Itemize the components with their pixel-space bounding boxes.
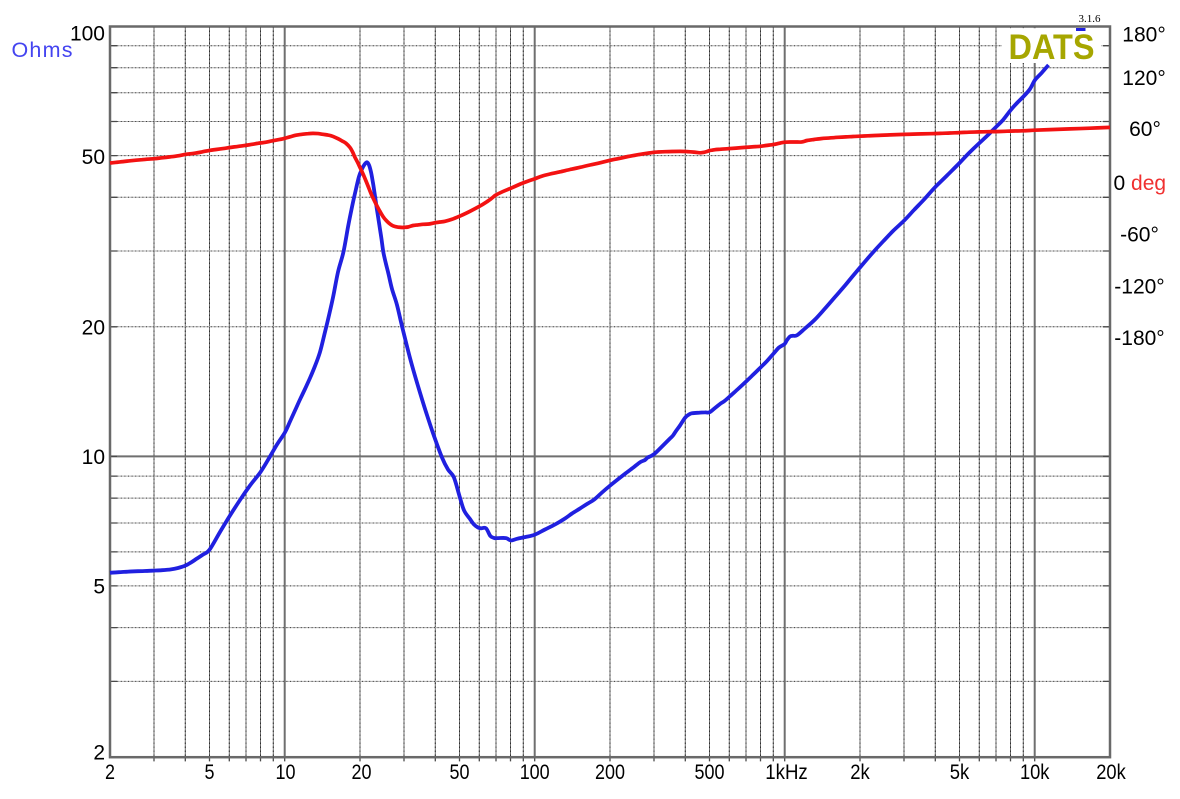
svg-text:10: 10 — [276, 761, 296, 784]
svg-text:50: 50 — [450, 761, 470, 784]
svg-text:2: 2 — [93, 742, 105, 765]
svg-text:Ohms: Ohms — [12, 38, 74, 62]
svg-text:500: 500 — [695, 761, 725, 784]
svg-text:20: 20 — [352, 761, 372, 784]
svg-text:-120°: -120° — [1114, 276, 1164, 299]
svg-text:DATS: DATS — [1009, 27, 1095, 67]
svg-text:5: 5 — [205, 761, 215, 784]
svg-text:100: 100 — [70, 23, 105, 46]
svg-text:10k: 10k — [1020, 761, 1050, 784]
svg-text:20: 20 — [82, 317, 105, 340]
svg-text:5: 5 — [93, 576, 105, 599]
svg-text:120°: 120° — [1122, 67, 1165, 90]
svg-text:2: 2 — [105, 761, 115, 784]
svg-text:1kHz: 1kHz — [765, 761, 808, 784]
svg-text:2k: 2k — [850, 761, 870, 784]
svg-text:-180°: -180° — [1114, 327, 1164, 350]
svg-text:60°: 60° — [1129, 118, 1161, 141]
svg-text:200: 200 — [595, 761, 625, 784]
svg-text:0 deg: 0 deg — [1114, 172, 1167, 195]
svg-text:10: 10 — [82, 446, 105, 469]
svg-text:50: 50 — [82, 146, 105, 169]
svg-text:100: 100 — [520, 761, 550, 784]
svg-text:20k: 20k — [1096, 761, 1126, 784]
svg-text:180°: 180° — [1122, 24, 1165, 47]
svg-text:5k: 5k — [950, 761, 970, 784]
svg-text:-60°: -60° — [1120, 223, 1159, 246]
svg-text:3.1.6: 3.1.6 — [1079, 13, 1102, 25]
